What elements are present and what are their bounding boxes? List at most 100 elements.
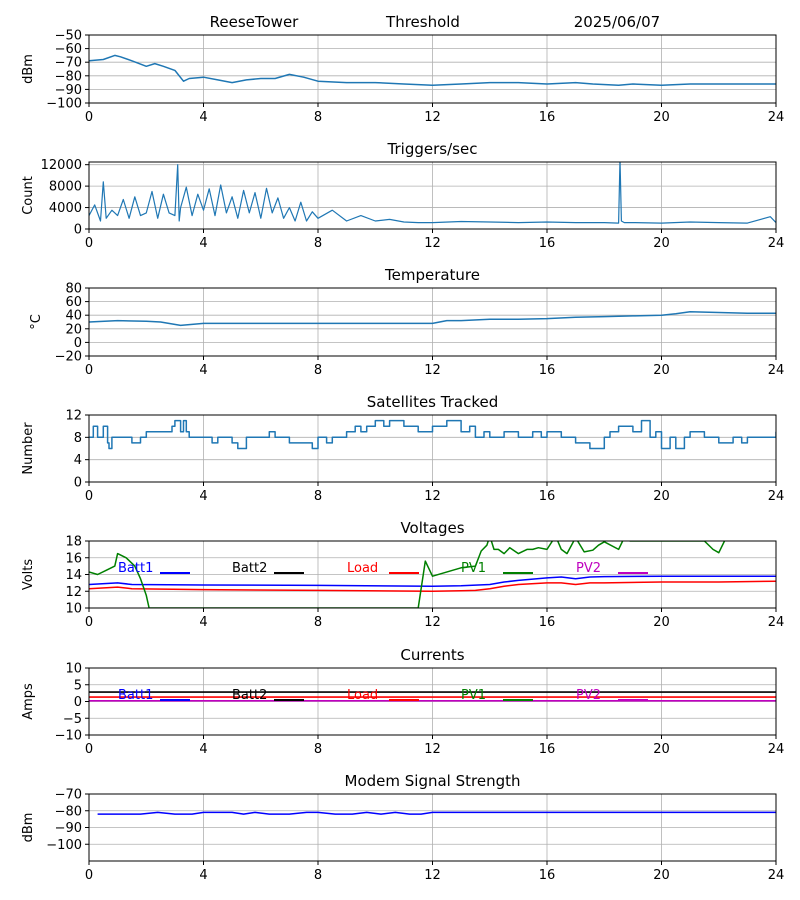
series-line-modem: [97, 811, 776, 815]
y-tick-label: 14: [65, 568, 82, 583]
x-tick-label: 12: [424, 615, 441, 630]
legend-label-batt2: Batt2: [232, 561, 267, 576]
x-tick-label: 20: [653, 236, 670, 251]
x-tick-label: 12: [424, 110, 441, 125]
x-tick-label: 4: [199, 236, 207, 251]
y-tick-label: 18: [65, 535, 82, 550]
x-tick-label: 20: [653, 363, 670, 378]
x-tick-label: 0: [85, 742, 93, 757]
x-tick-label: 24: [768, 742, 785, 757]
y-tick-label: 12: [65, 409, 82, 424]
y-tick-label: 10: [65, 602, 82, 617]
y-tick-label: 0: [74, 476, 82, 491]
x-tick-label: 24: [768, 868, 785, 883]
x-tick-label: 16: [539, 489, 556, 504]
panel-threshold: 0 4 8 12 16 20 24 −100−90−80−70−60−50 dBm: [21, 29, 784, 126]
x-tick-label: 16: [539, 615, 556, 630]
x-tick-label: 0: [85, 363, 93, 378]
panel-title: Voltages: [400, 519, 464, 537]
x-tick-label: 0: [85, 110, 93, 125]
x-tick-label: 24: [768, 615, 785, 630]
y-tick-label: 20: [65, 322, 82, 337]
date-label: 2025/06/07: [574, 13, 660, 31]
y-tick-label: 4000: [49, 201, 82, 216]
y-tick-label: −20: [55, 350, 82, 365]
legend-label-pv2: PV2: [576, 688, 601, 703]
x-tick-label: 8: [314, 363, 322, 378]
x-tick-label: 0: [85, 615, 93, 630]
x-tick-label: 12: [424, 489, 441, 504]
y-tick-label: 0: [74, 336, 82, 351]
x-tick-label: 8: [314, 742, 322, 757]
y-tick-label: 10: [65, 662, 82, 677]
y-tick-label: 12000: [41, 158, 82, 173]
x-tick-label: 20: [653, 489, 670, 504]
y-tick-label: −80: [55, 804, 82, 819]
y-tick-label: 5: [74, 678, 82, 693]
y-tick-label: 0: [74, 695, 82, 710]
y-tick-label: 4: [74, 453, 82, 468]
x-tick-label: 24: [768, 489, 785, 504]
x-tick-label: 0: [85, 868, 93, 883]
panel-satellites: 0 4 8 12 16 20 24 0 4 8 12 Number Satellites Tracked: [21, 393, 784, 504]
x-tick-label: 8: [314, 615, 322, 630]
x-tick-label: 8: [314, 236, 322, 251]
y-tick-label: −100: [46, 838, 82, 853]
x-tick-label: 12: [424, 236, 441, 251]
legend-label-load: Load: [347, 561, 378, 576]
x-tick-label: 4: [199, 489, 207, 504]
x-tick-label: 20: [653, 110, 670, 125]
series-line-load: [89, 580, 776, 593]
legend-label-batt1: Batt1: [118, 688, 153, 703]
y-tick-label: 16: [65, 551, 82, 566]
x-tick-label: 12: [424, 363, 441, 378]
panel-title: Temperature: [384, 266, 480, 284]
y-tick-label: 8: [74, 431, 82, 446]
y-axis-label: Count: [21, 176, 36, 215]
x-tick-label: 4: [199, 868, 207, 883]
series-line-threshold: [89, 54, 776, 87]
x-tick-label: 16: [539, 110, 556, 125]
x-tick-label: 24: [768, 236, 785, 251]
series-line-satellites: [89, 419, 776, 450]
legend-label-pv1: PV1: [461, 688, 486, 703]
y-tick-label: −90: [55, 83, 82, 98]
y-tick-label: −5: [63, 712, 82, 727]
x-tick-label: 24: [768, 110, 785, 125]
y-tick-label: 80: [65, 282, 82, 297]
x-tick-label: 8: [314, 110, 322, 125]
series-line-temperature: [89, 311, 776, 327]
x-tick-label: 4: [199, 742, 207, 757]
y-tick-label: −70: [55, 788, 82, 803]
x-tick-label: 16: [539, 742, 556, 757]
y-tick-label: −80: [55, 69, 82, 84]
x-tick-label: 4: [199, 615, 207, 630]
panel-title: Modem Signal Strength: [345, 772, 521, 790]
y-tick-label: −100: [46, 97, 82, 112]
y-axis-label: Amps: [21, 683, 36, 720]
y-tick-label: 12: [65, 585, 82, 600]
y-axis-label: °C: [29, 314, 44, 330]
x-tick-label: 16: [539, 363, 556, 378]
x-tick-label: 12: [424, 868, 441, 883]
x-tick-label: 4: [199, 110, 207, 125]
y-axis-label: dBm: [21, 813, 36, 843]
y-tick-label: 40: [65, 309, 82, 324]
x-tick-label: 0: [85, 489, 93, 504]
x-tick-label: 20: [653, 868, 670, 883]
y-tick-label: 60: [65, 295, 82, 310]
x-tick-label: 24: [768, 363, 785, 378]
x-tick-label: 8: [314, 489, 322, 504]
x-tick-label: 4: [199, 363, 207, 378]
x-tick-label: 16: [539, 868, 556, 883]
panel-title: Triggers/sec: [387, 140, 478, 158]
y-tick-label: 8000: [49, 180, 82, 195]
series-line-batt1: [89, 575, 776, 587]
panel-modem: 0 4 8 12 16 20 24 −100 −90 −80−70 dBm Modem Signal …: [21, 772, 784, 883]
station-name: ReeseTower: [210, 13, 300, 31]
x-tick-label: 20: [653, 742, 670, 757]
